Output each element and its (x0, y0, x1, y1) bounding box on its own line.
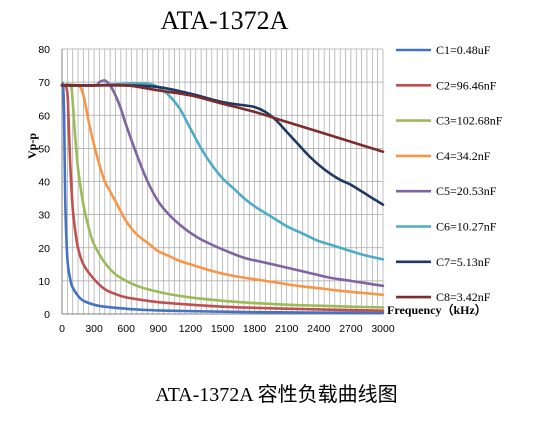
x-tick-label: 600 (117, 323, 135, 335)
series-line-3 (60, 82, 385, 309)
series-line-7 (60, 84, 385, 206)
legend-label-1: C1=0.48uF (436, 43, 491, 57)
legend-label-5: C5=20.53nF (436, 184, 497, 198)
series-line-1 (60, 81, 385, 315)
chart-caption: ATA-1372A 容性负载曲线图 (155, 384, 398, 406)
x-tick-label: 1200 (179, 323, 203, 335)
y-tick-label: 10 (38, 276, 50, 288)
legend-label-8: C8=3.42nF (436, 290, 491, 304)
series-lines (60, 79, 385, 315)
x-tick-label: 2100 (275, 323, 299, 335)
y-tick-label: 0 (44, 309, 50, 321)
legend-label-6: C6=10.27nF (436, 220, 497, 234)
x-tick-label: 0 (59, 323, 65, 335)
series-line-2 (60, 83, 385, 312)
y-tick-label: 60 (38, 110, 50, 122)
tick-labels: 0 300 600 900 1200 1500 1800 2100 2400 2700 3000 0 1… (38, 44, 395, 335)
x-tick-label: 900 (150, 323, 168, 335)
series-line-4 (60, 83, 385, 297)
y-axis-label: Vp-p (25, 133, 39, 159)
y-tick-label: 40 (38, 177, 50, 189)
series-line-8 (60, 83, 385, 153)
line-chart: 0 300 600 900 1200 1500 1800 2100 2400 2700 3000 0 1… (25, 43, 503, 335)
x-tick-label: 2400 (307, 323, 331, 335)
x-tick-label: 3000 (371, 323, 395, 335)
x-tick-label: 1800 (243, 323, 267, 335)
x-axis-label: Frequency（kHz） (387, 302, 487, 317)
y-tick-label: 50 (38, 143, 50, 155)
legend: C1=0.48uF C2=96.46nF C3=102.68nF C4=34.2nF C… (396, 43, 503, 304)
chart-title: ATA-1372A (160, 6, 289, 35)
x-tick-label: 2700 (339, 323, 363, 335)
legend-label-4: C4=34.2nF (436, 149, 491, 163)
legend-label-7: C7=5.13nF (436, 255, 491, 269)
y-tick-label: 80 (38, 44, 50, 56)
y-tick-label: 70 (38, 77, 50, 89)
legend-label-2: C2=96.46nF (436, 78, 497, 92)
x-tick-label: 1500 (211, 323, 235, 335)
y-tick-label: 30 (38, 210, 50, 222)
x-tick-label: 300 (85, 323, 103, 335)
y-tick-label: 20 (38, 243, 50, 255)
legend-label-3: C3=102.68nF (436, 114, 503, 128)
